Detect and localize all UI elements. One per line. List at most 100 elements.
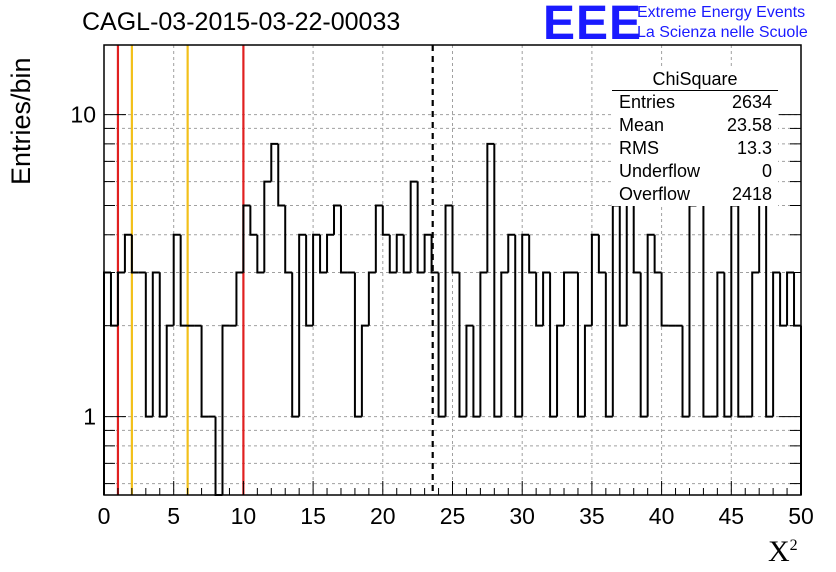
histogram-bin bbox=[312, 233, 321, 326]
histogram-bin bbox=[793, 272, 801, 327]
stats-row: Overflow 2418 bbox=[612, 183, 778, 206]
histogram-bin bbox=[688, 204, 697, 417]
histogram-bin bbox=[284, 205, 293, 274]
x-tick-label: 5 bbox=[167, 503, 180, 529]
logo-line-1: Extreme Energy Events bbox=[637, 4, 806, 21]
x-tick-label: 25 bbox=[440, 503, 466, 529]
histogram-bin bbox=[242, 204, 251, 273]
x-tick-label: 45 bbox=[719, 503, 745, 529]
x-tick-label: 35 bbox=[579, 503, 605, 529]
histogram-bin bbox=[479, 271, 488, 417]
histogram-bin bbox=[556, 324, 565, 417]
histogram-bin bbox=[416, 181, 425, 274]
x-tick-label: 50 bbox=[788, 503, 814, 529]
histogram-bin bbox=[179, 234, 188, 327]
histogram-bin bbox=[123, 233, 132, 273]
histogram-bin bbox=[409, 180, 418, 273]
histogram-bin bbox=[291, 272, 300, 418]
stats-row: Mean 23.58 bbox=[612, 114, 778, 137]
stats-row: RMS 13.3 bbox=[612, 137, 778, 160]
histogram-bin bbox=[500, 271, 509, 417]
histogram-bin bbox=[737, 205, 746, 418]
histogram-bin bbox=[535, 272, 544, 327]
histogram-bin bbox=[772, 271, 781, 417]
eee-logo: EEE bbox=[543, 0, 643, 50]
stats-label: RMS bbox=[619, 138, 659, 158]
histogram-bin bbox=[103, 271, 111, 495]
histogram-bin bbox=[646, 233, 655, 417]
y-tick-label: 1 bbox=[83, 404, 96, 430]
histogram-bin bbox=[716, 271, 725, 417]
x-tick-label: 10 bbox=[231, 503, 257, 529]
histogram-bin bbox=[611, 204, 620, 417]
histogram-bin bbox=[681, 325, 690, 418]
histogram-bin bbox=[639, 272, 648, 418]
histogram-bin bbox=[451, 205, 460, 274]
reference-lines bbox=[116, 45, 434, 495]
histogram-bin bbox=[256, 234, 265, 274]
x-tick-label: 20 bbox=[370, 503, 396, 529]
histogram-bin bbox=[158, 272, 167, 418]
stats-value: 23.58 bbox=[726, 115, 772, 135]
histogram-bin bbox=[172, 233, 181, 326]
x-tick-label: 40 bbox=[649, 503, 675, 529]
histogram-bin bbox=[632, 181, 641, 274]
histogram-bin bbox=[472, 325, 481, 418]
stats-value: 2634 bbox=[731, 92, 772, 112]
histogram-bin bbox=[702, 143, 711, 418]
histogram-bin bbox=[437, 272, 446, 418]
stats-label: Overflow bbox=[619, 184, 691, 204]
histogram-bin bbox=[402, 234, 411, 274]
histogram-bin bbox=[465, 324, 474, 417]
histogram-bin bbox=[542, 271, 551, 326]
histogram-bin bbox=[563, 271, 571, 326]
histogram-bin bbox=[549, 272, 558, 418]
x-tick-label: 15 bbox=[300, 503, 326, 529]
histogram-bin bbox=[751, 271, 760, 417]
histogram-bin bbox=[590, 233, 599, 326]
histogram-bin bbox=[165, 324, 174, 417]
histogram-bin bbox=[221, 324, 230, 495]
stats-label: Mean bbox=[619, 115, 665, 135]
histogram-bin bbox=[423, 233, 432, 273]
histogram-bin bbox=[333, 204, 341, 235]
histogram-bin bbox=[144, 272, 153, 418]
histogram-bin bbox=[521, 233, 530, 417]
histogram-bin bbox=[723, 272, 732, 418]
histogram-bin bbox=[298, 233, 307, 417]
stats-row: Entries 2634 bbox=[612, 91, 778, 114]
histogram-bin bbox=[326, 233, 335, 273]
stats-label: Underflow bbox=[619, 161, 701, 181]
histogram-bin bbox=[249, 205, 258, 236]
stats-value: 2418 bbox=[731, 184, 772, 204]
histogram-bin bbox=[458, 272, 467, 418]
histogram-bin bbox=[604, 272, 613, 418]
histogram-bin bbox=[367, 271, 376, 326]
histogram-bin bbox=[514, 234, 523, 418]
x-tick-label: 0 bbox=[98, 503, 111, 529]
histogram-bin bbox=[786, 271, 795, 326]
histogram-bin bbox=[653, 234, 662, 274]
stats-row: Underflow 0 bbox=[612, 160, 778, 183]
histogram-bin bbox=[618, 205, 627, 327]
histogram-bin bbox=[528, 234, 537, 274]
histogram-bin bbox=[486, 142, 495, 273]
x-axis-label: X2 bbox=[768, 535, 798, 568]
histogram-bin bbox=[116, 271, 125, 326]
histogram-bin bbox=[444, 204, 453, 417]
histogram-bin bbox=[779, 272, 788, 327]
histogram-bin bbox=[360, 324, 369, 417]
x-axis-label-superscript: 2 bbox=[789, 537, 798, 554]
stats-label: Entries bbox=[619, 92, 676, 112]
histogram-bin bbox=[576, 272, 585, 418]
chart-title: CAGL-03-2015-03-22-00033 bbox=[82, 8, 401, 36]
y-tick-label: 10 bbox=[70, 102, 96, 128]
histogram-bin bbox=[395, 233, 404, 273]
histogram-bin bbox=[507, 233, 516, 273]
stats-title: ChiSquare bbox=[612, 66, 778, 91]
histogram-bin bbox=[339, 205, 348, 274]
histogram-bin bbox=[374, 204, 383, 273]
histogram-bin bbox=[765, 181, 774, 418]
histogram-bin bbox=[263, 180, 272, 273]
